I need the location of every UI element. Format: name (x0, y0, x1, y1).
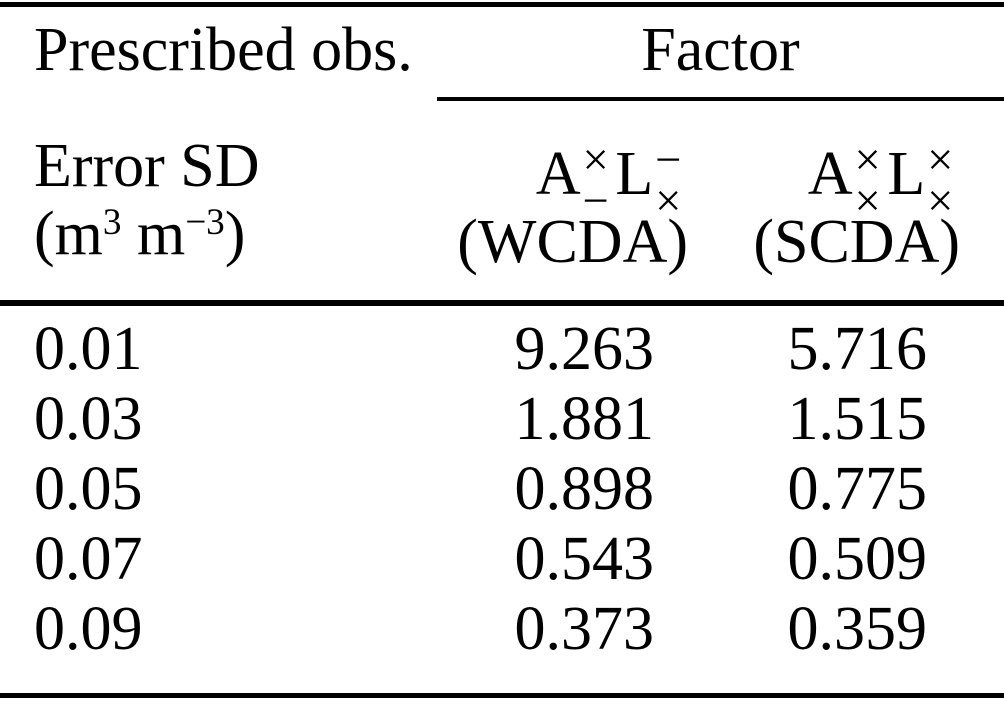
table-header-rule (0, 300, 1004, 306)
cell-scda-factor: 5.716 (787, 315, 928, 383)
table-bottom-rule (0, 693, 1004, 698)
table-row: 0.05 0.898 0.775 (0, 454, 1004, 524)
cell-scda-factor: 1.515 (787, 385, 928, 453)
table-row: 0.03 1.881 1.515 (0, 384, 1004, 454)
column-group-header-factor: Factor (641, 16, 800, 84)
symbol-A: A (807, 140, 853, 208)
table-row: 0.09 0.373 0.359 (0, 594, 1004, 664)
L-scripts: − × (655, 134, 682, 228)
symbol-L: L (615, 140, 654, 208)
unit-part: m (121, 200, 186, 268)
symbol-A: A (535, 140, 581, 208)
wcda-symbol: A × − L − × (437, 132, 688, 228)
column-header-error-sd: Error SD (m3 m−3) (34, 132, 260, 268)
symbol-L: L (887, 140, 926, 208)
cell-scda-factor: 0.509 (787, 525, 928, 593)
cell-error-sd: 0.07 (34, 525, 143, 593)
factor-group-rule (437, 97, 1004, 101)
cell-wcda-factor: 0.898 (514, 455, 655, 523)
cell-error-sd: 0.01 (34, 315, 143, 383)
column-header-scda: A × × L × × (SCDA) (687, 132, 960, 276)
cell-wcda-factor: 9.263 (514, 315, 655, 383)
error-sd-unit: (m3 m−3) (34, 200, 260, 268)
unit-superscript: −3 (185, 201, 225, 243)
cell-error-sd: 0.09 (34, 595, 143, 663)
A-scripts: × × (854, 134, 881, 228)
column-header-prescribed-obs: Prescribed obs. (34, 16, 413, 84)
cell-scda-factor: 0.359 (787, 595, 928, 663)
scda-symbol: A × × L × × (687, 132, 960, 228)
scda-label: (SCDA) (753, 208, 960, 276)
cell-wcda-factor: 0.373 (514, 595, 655, 663)
A-scripts: × − (582, 134, 609, 228)
column-header-wcda: A × − L − × (WCDA) (437, 132, 688, 276)
cell-scda-factor: 0.775 (787, 455, 928, 523)
cell-wcda-factor: 0.543 (514, 525, 655, 593)
L-scripts: × × (927, 134, 954, 228)
wcda-label: (WCDA) (457, 208, 688, 276)
table-row: 0.07 0.543 0.509 (0, 524, 1004, 594)
cell-error-sd: 0.05 (34, 455, 143, 523)
table-top-rule (0, 2, 1004, 7)
table-row: 0.01 9.263 5.716 (0, 314, 1004, 384)
cell-wcda-factor: 1.881 (514, 385, 655, 453)
error-sd-label: Error SD (34, 132, 260, 200)
unit-part: (m (34, 200, 103, 268)
unit-superscript: 3 (102, 201, 122, 243)
unit-part: ) (224, 200, 246, 268)
cell-error-sd: 0.03 (34, 385, 143, 453)
